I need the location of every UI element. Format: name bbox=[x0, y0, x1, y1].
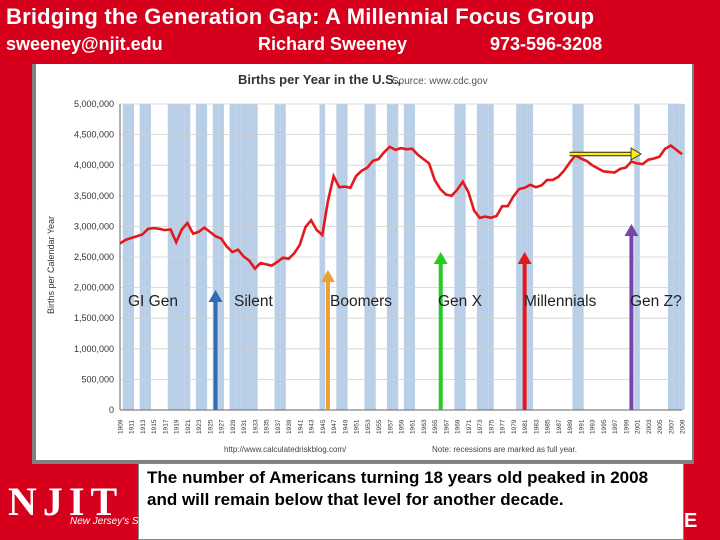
y-tick-label: 500,000 bbox=[81, 374, 114, 384]
page-title: Bridging the Generation Gap: A Millennia… bbox=[6, 4, 595, 29]
x-tick-label: 1971 bbox=[466, 419, 473, 434]
generation-label: Silent bbox=[234, 293, 273, 310]
x-tick-label: 1965 bbox=[432, 419, 439, 434]
x-tick-label: 1979 bbox=[511, 419, 518, 434]
x-tick-label: 1949 bbox=[342, 419, 349, 434]
births-line bbox=[119, 144, 683, 271]
x-tick-label: 1939 bbox=[286, 419, 293, 434]
x-tick-label: 1957 bbox=[387, 419, 394, 434]
y-tick-label: 3,500,000 bbox=[74, 191, 114, 201]
x-tick-label: 1915 bbox=[151, 419, 158, 434]
x-tick-label: 1909 bbox=[118, 419, 125, 434]
x-tick-label: 1999 bbox=[623, 419, 630, 434]
y-tick-label: 2,500,000 bbox=[74, 252, 114, 262]
presenter-name: Richard Sweeney bbox=[258, 34, 408, 54]
x-tick-label: 1991 bbox=[578, 419, 585, 434]
x-tick-label: 1969 bbox=[455, 419, 462, 434]
x-tick-label: 1959 bbox=[399, 419, 406, 434]
caption-box: The number of Americans turning 18 years… bbox=[138, 463, 684, 540]
chart-panel: Births per Year in the U.S., Source: www… bbox=[36, 64, 692, 460]
births-chart: Births per Year in the U.S., Source: www… bbox=[46, 72, 687, 454]
x-tick-label: 1919 bbox=[174, 419, 181, 434]
header-bar: Bridging the Generation Gap: A Millennia… bbox=[0, 0, 720, 64]
y-axis-label: Births per Calendar Year bbox=[46, 216, 56, 314]
logo-tagline: New Jersey's S bbox=[70, 516, 139, 527]
x-tick-label: 1967 bbox=[443, 419, 450, 434]
x-tick-label: 2009 bbox=[680, 419, 687, 434]
x-tick-label: 2007 bbox=[668, 419, 675, 434]
x-tick-label: 1941 bbox=[297, 419, 304, 434]
x-tick-label: 1951 bbox=[354, 419, 361, 434]
y-tick-label: 1,500,000 bbox=[74, 313, 114, 323]
peak-arrow-head bbox=[630, 147, 642, 161]
x-tick-label: 1977 bbox=[500, 419, 507, 434]
x-tick-label: 1945 bbox=[320, 419, 327, 434]
x-tick-label: 1983 bbox=[533, 419, 540, 434]
x-tick-label: 1953 bbox=[365, 419, 372, 434]
x-tick-label: 1973 bbox=[477, 419, 484, 434]
contact-email: sweeney@njit.edu bbox=[6, 34, 163, 54]
x-tick-label: 1925 bbox=[207, 419, 214, 434]
x-tick-label: 1935 bbox=[264, 419, 271, 434]
x-tick-label: 1981 bbox=[522, 419, 529, 434]
generation-label: Gen Z? bbox=[630, 293, 682, 310]
x-tick-label: 1961 bbox=[410, 419, 417, 434]
x-tick-label: 2001 bbox=[635, 419, 642, 434]
x-tick-label: 1927 bbox=[219, 419, 226, 434]
logo-edge-letter: E bbox=[684, 510, 698, 532]
generation-label: GI Gen bbox=[128, 293, 178, 310]
x-tick-label: 1917 bbox=[162, 419, 169, 434]
chart-source: Source: www.cdc.gov bbox=[392, 76, 488, 87]
x-tick-label: 1985 bbox=[545, 419, 552, 434]
x-tick-label: 1987 bbox=[556, 419, 563, 434]
x-tick-label: 1963 bbox=[421, 419, 428, 434]
y-tick-label: 5,000,000 bbox=[74, 99, 114, 109]
y-tick-label: 4,000,000 bbox=[74, 160, 114, 170]
generation-label: Gen X bbox=[438, 293, 483, 310]
generation-label: Boomers bbox=[330, 293, 392, 310]
njit-logo: NJIT bbox=[8, 479, 124, 524]
contact-phone: 973-596-3208 bbox=[490, 34, 603, 54]
x-tick-label: 1931 bbox=[241, 419, 248, 434]
generation-arrow-head bbox=[208, 290, 223, 302]
x-tick-label: 2003 bbox=[646, 419, 653, 434]
generation-arrow-head bbox=[433, 252, 448, 264]
y-tick-label: 1,000,000 bbox=[74, 344, 114, 354]
generation-label: Millennials bbox=[524, 293, 597, 310]
x-tick-label: 1993 bbox=[590, 419, 597, 434]
x-tick-label: 1933 bbox=[252, 419, 259, 434]
y-tick-label: 4,500,000 bbox=[74, 130, 114, 140]
generation-arrow-head bbox=[320, 270, 335, 282]
generation-arrow-head bbox=[517, 252, 532, 264]
x-tick-label: 1911 bbox=[129, 420, 136, 434]
x-tick-label: 1937 bbox=[275, 419, 282, 434]
x-tick-label: 1921 bbox=[185, 419, 192, 434]
x-tick-label: 1975 bbox=[488, 419, 495, 434]
x-tick-label: 1913 bbox=[140, 419, 147, 434]
x-tick-label: 1989 bbox=[567, 419, 574, 434]
generation-arrow-head bbox=[624, 224, 639, 236]
x-tick-label: 1923 bbox=[196, 419, 203, 434]
x-tick-label: 1995 bbox=[601, 419, 608, 434]
chart-footnote-right: Note: recessions are marked as full year… bbox=[432, 445, 577, 454]
chart-title: Births per Year in the U.S., bbox=[238, 72, 401, 87]
x-tick-label: 1929 bbox=[230, 419, 237, 434]
y-tick-label: 0 bbox=[109, 405, 114, 415]
x-tick-label: 2005 bbox=[657, 419, 664, 434]
x-tick-label: 1955 bbox=[376, 419, 383, 434]
x-tick-label: 1947 bbox=[331, 419, 338, 434]
x-tick-label: 1943 bbox=[309, 419, 316, 434]
y-tick-label: 3,000,000 bbox=[74, 221, 114, 231]
y-tick-label: 2,000,000 bbox=[74, 283, 114, 293]
x-tick-label: 1997 bbox=[612, 419, 619, 434]
chart-footnote-left: http://www.calculatedriskblog.com/ bbox=[224, 445, 347, 454]
